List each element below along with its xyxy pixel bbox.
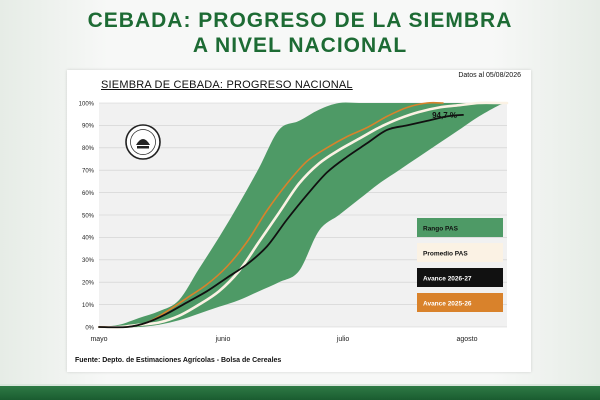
y-tick-label: 10%: [82, 303, 95, 309]
y-tick-label: 100%: [79, 101, 95, 107]
logo-base-icon: [137, 146, 149, 149]
logo-inner-ring: [130, 129, 156, 155]
chart-title: SIEMBRA DE CEBADA: PROGRESO NACIONAL: [101, 79, 353, 91]
x-tick-label: julio: [336, 336, 350, 343]
current-value-annotation: 94,7 %: [432, 111, 457, 120]
page-headline: CEBADA: PROGRESO DE LA SIEMBRA A NIVEL N…: [0, 8, 600, 58]
y-tick-label: 40%: [82, 236, 95, 242]
y-tick-label: 30%: [82, 258, 95, 264]
y-tick-label: 70%: [82, 169, 95, 175]
logo-emblem-icon: [136, 139, 150, 145]
y-tick-label: 50%: [82, 213, 95, 219]
y-tick-label: 20%: [82, 281, 95, 287]
headline-line-2: A NIVEL NACIONAL: [192, 34, 408, 57]
current-season-line: [98, 114, 464, 329]
chart-card: 0% 10% 20% 30% 40% 50% 60% 70% 80% 90% 100% mayo jun…: [67, 70, 531, 372]
x-tick-label: agosto: [456, 336, 477, 343]
y-tick-label: 0%: [85, 325, 94, 331]
legend-swatch: [417, 218, 503, 237]
legend-swatch: [417, 293, 503, 312]
average-line: [97, 101, 509, 329]
legend-swatch: [417, 243, 503, 262]
y-tick-label: 60%: [82, 191, 95, 197]
legend-label: Avance 2025-26: [423, 301, 472, 308]
legend-swatch: [417, 268, 503, 287]
footer-divider: [0, 384, 600, 386]
x-tick-label: mayo: [90, 336, 107, 343]
legend-label: Rango PAS: [423, 226, 459, 233]
y-tick-label: 80%: [82, 146, 95, 152]
headline-line-1: CEBADA: PROGRESO DE LA SIEMBRA: [87, 9, 513, 32]
range-band: [99, 102, 507, 328]
data-date: Datos al 05/08/2026: [458, 72, 521, 79]
source-note: Fuente: Depto. de Estimaciones Agrícolas…: [75, 357, 282, 364]
previous-season-line: [98, 101, 444, 329]
y-tick-label: 90%: [82, 124, 95, 130]
legend-label: Avance 2026-27: [423, 276, 472, 283]
footer-bar: [0, 386, 600, 400]
x-tick-label: junio: [215, 336, 231, 343]
legend-label: Promedio PAS: [423, 251, 468, 258]
chart-svg: 0% 10% 20% 30% 40% 50% 60% 70% 80% 90% 100% mayo jun…: [79, 101, 509, 343]
